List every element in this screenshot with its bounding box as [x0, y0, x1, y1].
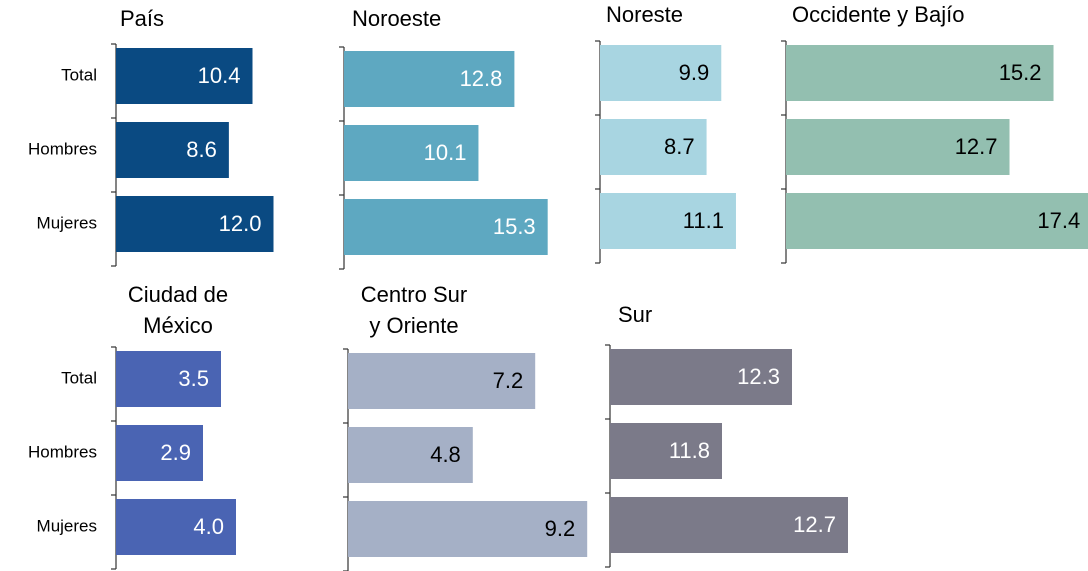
panel-title: Noroeste [352, 6, 441, 31]
bar [116, 499, 236, 555]
bar-value-label: 15.2 [999, 60, 1042, 85]
panel-title: México [143, 313, 213, 338]
bar-value-label: 8.6 [186, 137, 217, 162]
bar-value-label: 3.5 [178, 366, 209, 391]
bar-value-label: 9.9 [679, 60, 710, 85]
bar-value-label: 12.3 [737, 364, 780, 389]
bar [344, 199, 548, 255]
bar [348, 353, 536, 409]
bar [610, 423, 722, 479]
bar [786, 119, 1010, 175]
bar-value-label: 4.0 [193, 514, 224, 539]
bar [116, 351, 221, 407]
category-label: Mujeres [37, 516, 97, 535]
bar [344, 51, 515, 107]
bar [600, 45, 722, 101]
bar [348, 427, 473, 483]
bar [116, 425, 203, 481]
bar [348, 501, 588, 557]
category-label: Total [61, 65, 97, 84]
bar-value-label: 9.2 [545, 516, 576, 541]
bar [116, 122, 229, 178]
bar [610, 349, 792, 405]
bar-value-label: 17.4 [1037, 208, 1080, 233]
bar-value-label: 12.7 [793, 512, 836, 537]
panel-title: Centro Sur [361, 282, 467, 307]
bar-value-label: 10.4 [198, 63, 241, 88]
panel-title: Noreste [606, 2, 683, 27]
bar-value-label: 15.3 [493, 214, 536, 239]
category-label: Mujeres [37, 213, 97, 232]
panel-title: y Oriente [369, 313, 458, 338]
bar-value-label: 11.1 [683, 208, 724, 233]
bar [116, 196, 274, 252]
bar-value-label: 10.1 [424, 140, 467, 165]
bar-value-label: 11.8 [669, 438, 710, 463]
bar-value-label: 12.8 [460, 66, 503, 91]
panel-title: Ciudad de [128, 282, 228, 307]
bar [786, 45, 1054, 101]
panel-title: Sur [618, 302, 652, 327]
bar-value-label: 8.7 [664, 134, 695, 159]
panel-title: País [120, 6, 164, 31]
bar [610, 497, 848, 553]
bar [600, 119, 707, 175]
panel-title: Occidente y Bajío [792, 2, 964, 27]
category-label: Total [61, 368, 97, 387]
category-label: Hombres [28, 442, 97, 461]
bar [600, 193, 736, 249]
bar [116, 48, 253, 104]
bar-value-label: 12.7 [955, 134, 998, 159]
bar-value-label: 12.0 [219, 211, 262, 236]
bar [344, 125, 479, 181]
bar [786, 193, 1088, 249]
bar-value-label: 2.9 [160, 440, 191, 465]
bar-value-label: 7.2 [493, 368, 524, 393]
category-label: Hombres [28, 139, 97, 158]
bar-value-label: 4.8 [430, 442, 461, 467]
